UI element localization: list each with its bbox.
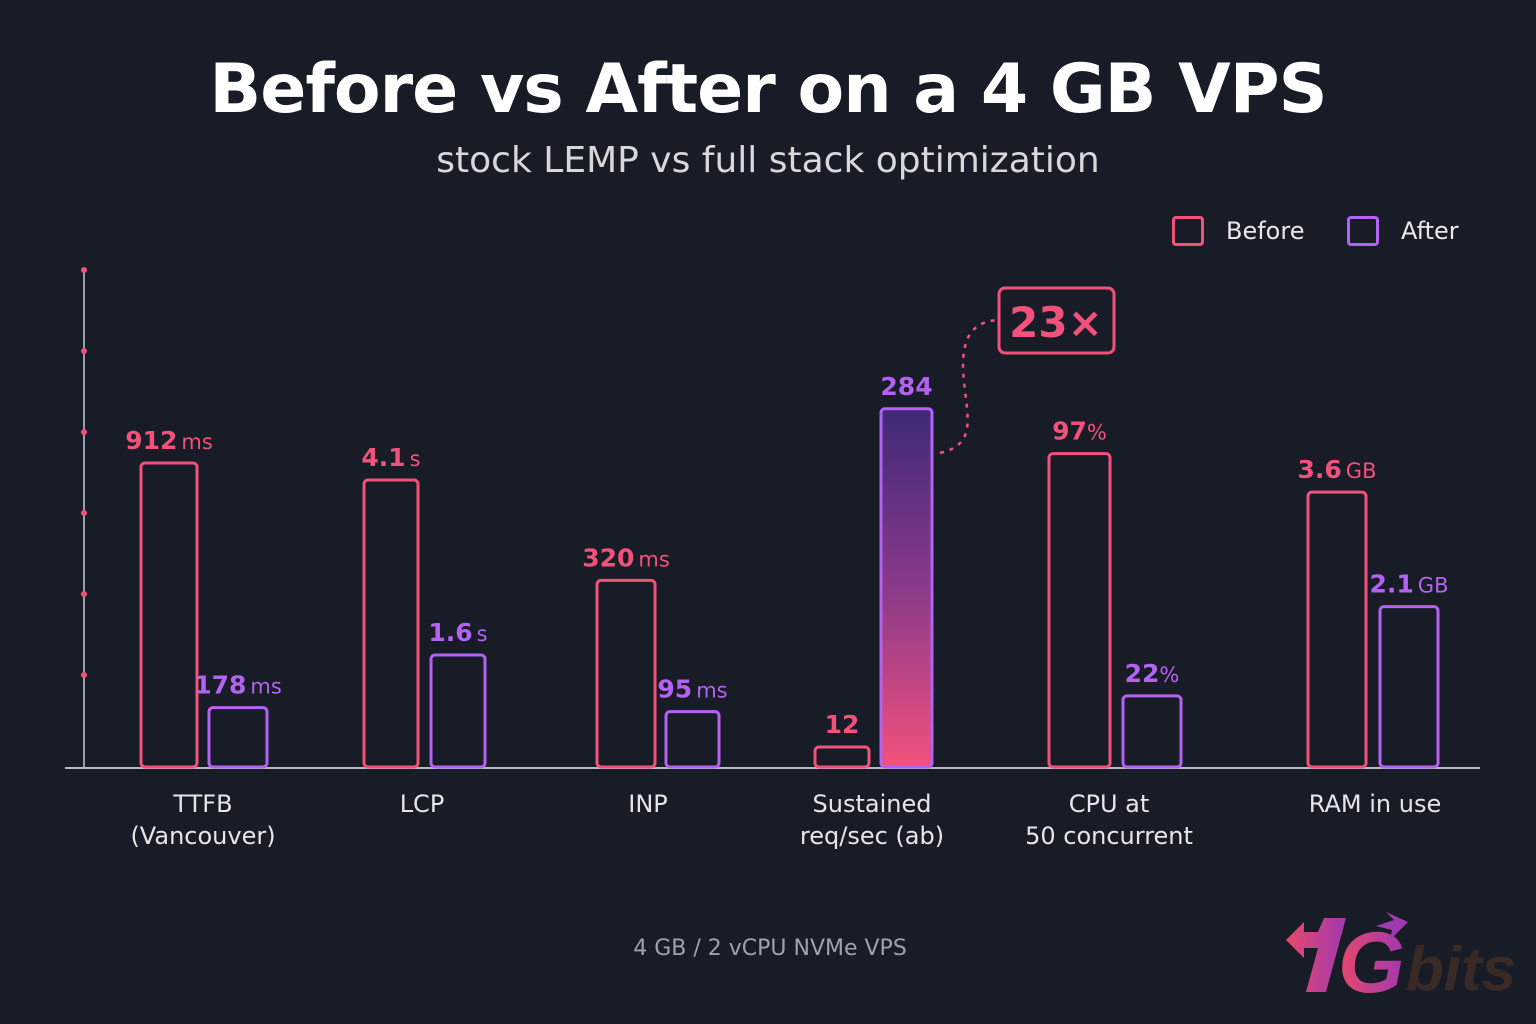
category-label-0-0: TTFB bbox=[172, 790, 232, 818]
bar-after-4 bbox=[1121, 694, 1183, 769]
bar-before-2 bbox=[595, 578, 657, 769]
category-label-4-0: CPU at bbox=[1069, 790, 1150, 818]
category-label-3-0: Sustained bbox=[813, 790, 932, 818]
data-label-before-4: 97% bbox=[1052, 417, 1107, 446]
data-label-after-5: 2.1 GB bbox=[1370, 570, 1449, 599]
legend-label-after: After bbox=[1401, 217, 1459, 245]
bar-before-3 bbox=[813, 745, 871, 769]
annotation-box bbox=[997, 286, 1116, 355]
legend-item-after: After bbox=[1347, 216, 1459, 246]
bar-after-5 bbox=[1378, 605, 1440, 769]
data-label-after-4: 22% bbox=[1125, 659, 1180, 688]
footnote: 4 GB / 2 vCPU NVMe VPS bbox=[633, 936, 907, 961]
data-label-after-1: 1.6 s bbox=[428, 618, 487, 647]
category-label-2-0: INP bbox=[628, 790, 668, 818]
data-label-after-3: 284 bbox=[880, 372, 932, 401]
data-label-before-3: 12 bbox=[825, 710, 860, 739]
bar-before-0 bbox=[139, 461, 199, 769]
logo: G bits bbox=[1286, 912, 1516, 1011]
data-label-before-1: 4.1 s bbox=[361, 443, 420, 472]
data-label-after-2: 95 ms bbox=[657, 675, 727, 704]
legend-item-before: Before bbox=[1172, 216, 1304, 246]
y-axis-tick-3 bbox=[81, 510, 87, 516]
category-label-0-1: (Vancouver) bbox=[130, 822, 275, 850]
data-label-after-0: 178 ms bbox=[194, 671, 282, 700]
bar-after-3 bbox=[879, 407, 934, 769]
bar-before-1 bbox=[362, 478, 420, 769]
svg-text:bits: bits bbox=[1406, 935, 1516, 1004]
data-label-before-2: 320 ms bbox=[582, 543, 670, 572]
category-label-5-0: RAM in use bbox=[1309, 790, 1441, 818]
category-label-4-1: 50 concurrent bbox=[1025, 822, 1193, 850]
annotation-connector bbox=[939, 318, 999, 455]
bar-before-4 bbox=[1047, 452, 1112, 769]
data-label-before-5: 3.6 GB bbox=[1298, 455, 1377, 484]
chart-subtitle: stock LEMP vs full stack optimization bbox=[436, 140, 1100, 181]
legend-swatch-before bbox=[1172, 216, 1204, 246]
bar-before-5 bbox=[1306, 490, 1368, 769]
y-axis-tick-2 bbox=[81, 429, 87, 435]
annotation-text: 23× bbox=[1009, 298, 1103, 347]
y-axis-tick-1 bbox=[81, 348, 87, 354]
legend-swatch-after bbox=[1347, 216, 1379, 246]
bar-after-2 bbox=[664, 710, 721, 769]
bar-after-0 bbox=[207, 706, 269, 769]
category-label-3-1: req/sec (ab) bbox=[800, 822, 944, 850]
category-label-1-0: LCP bbox=[400, 790, 445, 818]
bar-after-1 bbox=[429, 653, 487, 769]
chart-title: Before vs After on a 4 GB VPS bbox=[209, 50, 1327, 129]
legend-label-before: Before bbox=[1226, 217, 1305, 245]
y-axis-tick-0 bbox=[81, 267, 87, 273]
y-axis-tick-5 bbox=[81, 672, 87, 678]
y-axis-tick-4 bbox=[81, 591, 87, 597]
data-label-before-0: 912 ms bbox=[125, 426, 213, 455]
